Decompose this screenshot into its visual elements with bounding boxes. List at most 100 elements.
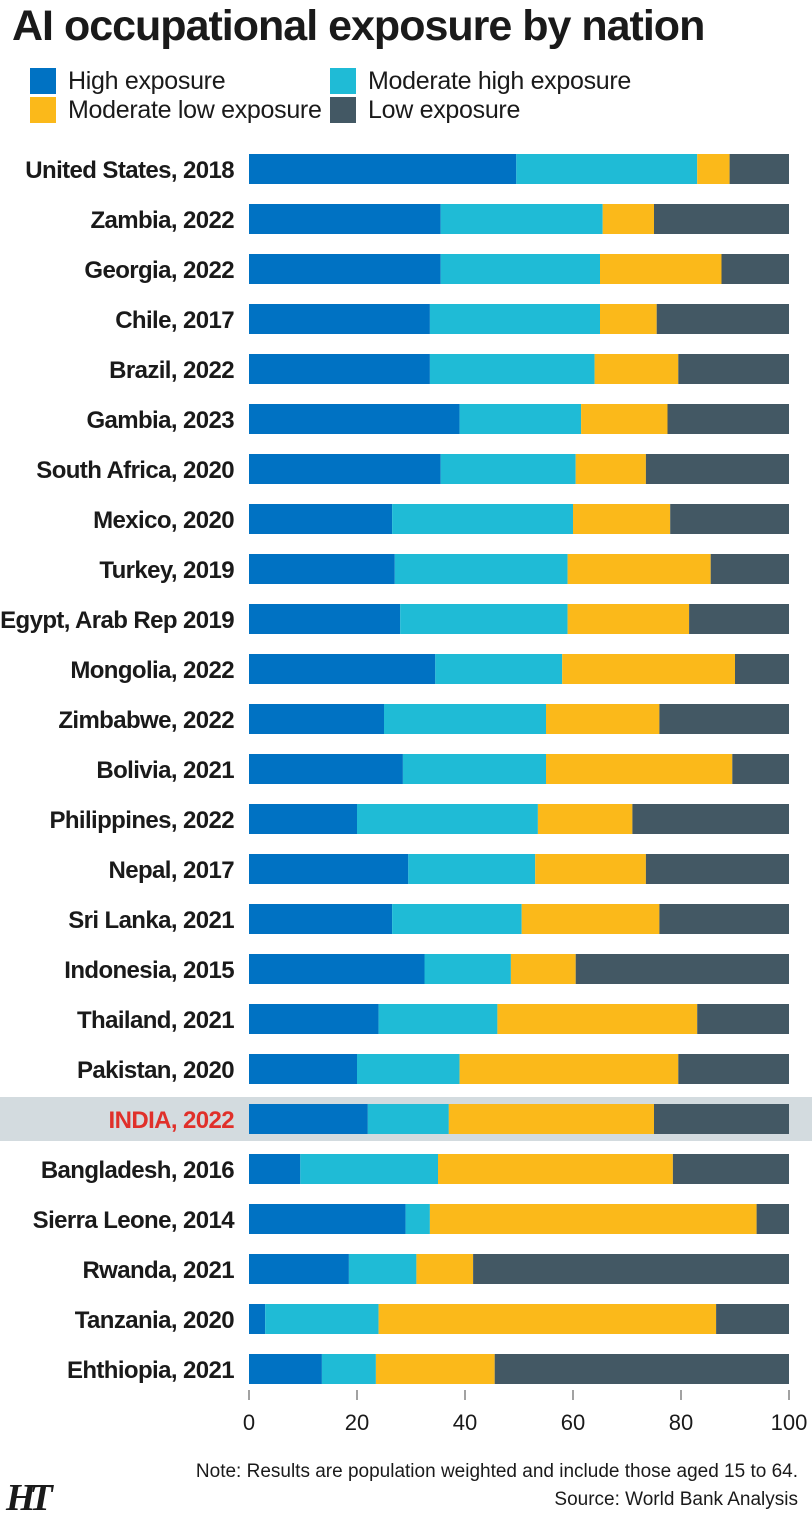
bar-high-egypt-arab-rep-2019 <box>249 604 401 634</box>
bar-low-gambia-2023 <box>667 404 789 434</box>
bar-mod_low-ehthiopia-2021 <box>375 1354 495 1384</box>
category-label-thailand-2021: Thailand, 2021 <box>77 1007 234 1034</box>
bar-mod_low-indonesia-2015 <box>510 954 576 984</box>
x-tick-label-80: 80 <box>669 1410 693 1435</box>
category-label-egypt-arab-rep-2019: Egypt, Arab Rep 2019 <box>0 607 234 634</box>
legend-label-high: High exposure <box>68 66 226 95</box>
x-tick-label-40: 40 <box>453 1410 477 1435</box>
category-label-bolivia-2021: Bolivia, 2021 <box>96 757 234 784</box>
legend-swatch-moderate-high <box>330 68 356 94</box>
legend-item-high: High exposure <box>30 66 226 95</box>
bar-high-bangladesh-2016 <box>249 1154 301 1184</box>
legend-label-moderate-high: Moderate high exposure <box>368 66 632 95</box>
bar-high-sierra-leone-2014 <box>249 1204 406 1234</box>
bar-low-mexico-2020 <box>670 504 789 534</box>
category-label-brazil-2022: Brazil, 2022 <box>109 357 234 384</box>
chart-note: Note: Results are population weighted an… <box>195 1461 798 1482</box>
category-label-zambia-2022: Zambia, 2022 <box>90 207 234 234</box>
bar-mod_high-nepal-2017 <box>408 854 536 884</box>
bar-high-gambia-2023 <box>249 404 460 434</box>
stacked-bar-chart: United States, 2018 Zambia, 2022 Georgia, … <box>0 154 812 1435</box>
bar-mod_low-india-2022 <box>448 1104 654 1134</box>
bar-high-philippines-2022 <box>249 804 357 834</box>
bar-mod_high-pakistan-2020 <box>357 1054 460 1084</box>
bar-mod_low-georgia-2022 <box>600 254 722 284</box>
category-label-rwanda-2021: Rwanda, 2021 <box>82 1257 234 1284</box>
bar-low-brazil-2022 <box>678 354 789 384</box>
category-label-gambia-2023: Gambia, 2023 <box>86 407 234 434</box>
bar-high-united-states-2018 <box>249 154 517 184</box>
legend-label-low: Low exposure <box>368 95 521 124</box>
bar-low-mongolia-2022 <box>735 654 789 684</box>
bar-low-egypt-arab-rep-2019 <box>689 604 789 634</box>
category-label-philippines-2022: Philippines, 2022 <box>49 807 234 834</box>
bar-high-georgia-2022 <box>249 254 441 284</box>
category-label-georgia-2022: Georgia, 2022 <box>84 257 234 284</box>
bar-mod_low-philippines-2022 <box>537 804 633 834</box>
category-label-sierra-leone-2014: Sierra Leone, 2014 <box>33 1207 236 1234</box>
category-label-tanzania-2020: Tanzania, 2020 <box>75 1307 234 1334</box>
bar-low-philippines-2022 <box>632 804 789 834</box>
bar-mod_high-indonesia-2015 <box>424 954 511 984</box>
bar-mod_high-thailand-2021 <box>378 1004 498 1034</box>
legend-label-moderate-low: Moderate low exposure <box>68 95 322 124</box>
bar-mod_high-sri-lanka-2021 <box>392 904 522 934</box>
bar-low-bolivia-2021 <box>732 754 789 784</box>
bar-high-ehthiopia-2021 <box>249 1354 322 1384</box>
bar-low-ehthiopia-2021 <box>494 1354 789 1384</box>
bar-mod_high-rwanda-2021 <box>348 1254 417 1284</box>
bar-mod_high-egypt-arab-rep-2019 <box>400 604 568 634</box>
category-label-mongolia-2022: Mongolia, 2022 <box>70 657 234 684</box>
bar-mod_high-united-states-2018 <box>516 154 698 184</box>
bar-mod_low-rwanda-2021 <box>416 1254 474 1284</box>
category-label-india-2022: INDIA, 2022 <box>109 1107 235 1134</box>
bar-high-india-2022 <box>249 1104 368 1134</box>
ht-logo: HT <box>6 1477 53 1519</box>
bar-mod_low-thailand-2021 <box>497 1004 698 1034</box>
bar-high-indonesia-2015 <box>249 954 425 984</box>
legend: High exposure Moderate high exposure Mod… <box>0 0 812 130</box>
bar-low-turkey-2019 <box>710 554 789 584</box>
bar-low-bangladesh-2016 <box>672 1154 789 1184</box>
chart-source: Source: World Bank Analysis <box>554 1489 798 1510</box>
x-tick-label-20: 20 <box>345 1410 369 1435</box>
bar-mod_low-sierra-leone-2014 <box>429 1204 757 1234</box>
category-label-united-states-2018: United States, 2018 <box>25 157 234 184</box>
bar-mod_low-gambia-2023 <box>581 404 668 434</box>
bar-high-mongolia-2022 <box>249 654 436 684</box>
bar-low-rwanda-2021 <box>473 1254 789 1284</box>
bar-low-zambia-2022 <box>654 204 789 234</box>
bar-low-nepal-2017 <box>645 854 789 884</box>
bar-low-indonesia-2015 <box>575 954 789 984</box>
bar-high-south-africa-2020 <box>249 454 441 484</box>
bar-mod_low-tanzania-2020 <box>378 1304 717 1334</box>
chart-title: AI occupational exposure by nation <box>12 2 705 50</box>
bar-high-nepal-2017 <box>249 854 409 884</box>
category-label-ehthiopia-2021: Ehthiopia, 2021 <box>67 1357 234 1384</box>
bar-low-sri-lanka-2021 <box>659 904 789 934</box>
bar-high-tanzania-2020 <box>249 1304 266 1334</box>
bar-high-rwanda-2021 <box>249 1254 349 1284</box>
bar-low-pakistan-2020 <box>678 1054 789 1084</box>
bar-high-chile-2017 <box>249 304 430 334</box>
legend-swatch-high <box>30 68 56 94</box>
bar-mod_low-brazil-2022 <box>594 354 679 384</box>
bar-low-united-states-2018 <box>729 154 789 184</box>
bar-high-bolivia-2021 <box>249 754 403 784</box>
bar-mod_high-turkey-2019 <box>394 554 568 584</box>
bar-mod_low-turkey-2019 <box>567 554 711 584</box>
bar-mod_high-sierra-leone-2014 <box>405 1204 430 1234</box>
x-tick-label-0: 0 <box>243 1410 255 1435</box>
bar-low-georgia-2022 <box>721 254 789 284</box>
bar-high-pakistan-2020 <box>249 1054 357 1084</box>
bar-low-south-africa-2020 <box>645 454 789 484</box>
bar-mod_high-zambia-2022 <box>440 204 603 234</box>
category-label-south-africa-2020: South Africa, 2020 <box>36 457 234 484</box>
category-label-chile-2017: Chile, 2017 <box>115 307 234 334</box>
bar-mod_high-south-africa-2020 <box>440 454 576 484</box>
bar-mod_high-bangladesh-2016 <box>300 1154 438 1184</box>
bar-mod_low-mexico-2020 <box>573 504 671 534</box>
bar-high-zambia-2022 <box>249 204 441 234</box>
category-label-bangladesh-2016: Bangladesh, 2016 <box>41 1157 234 1184</box>
category-label-mexico-2020: Mexico, 2020 <box>93 507 234 534</box>
